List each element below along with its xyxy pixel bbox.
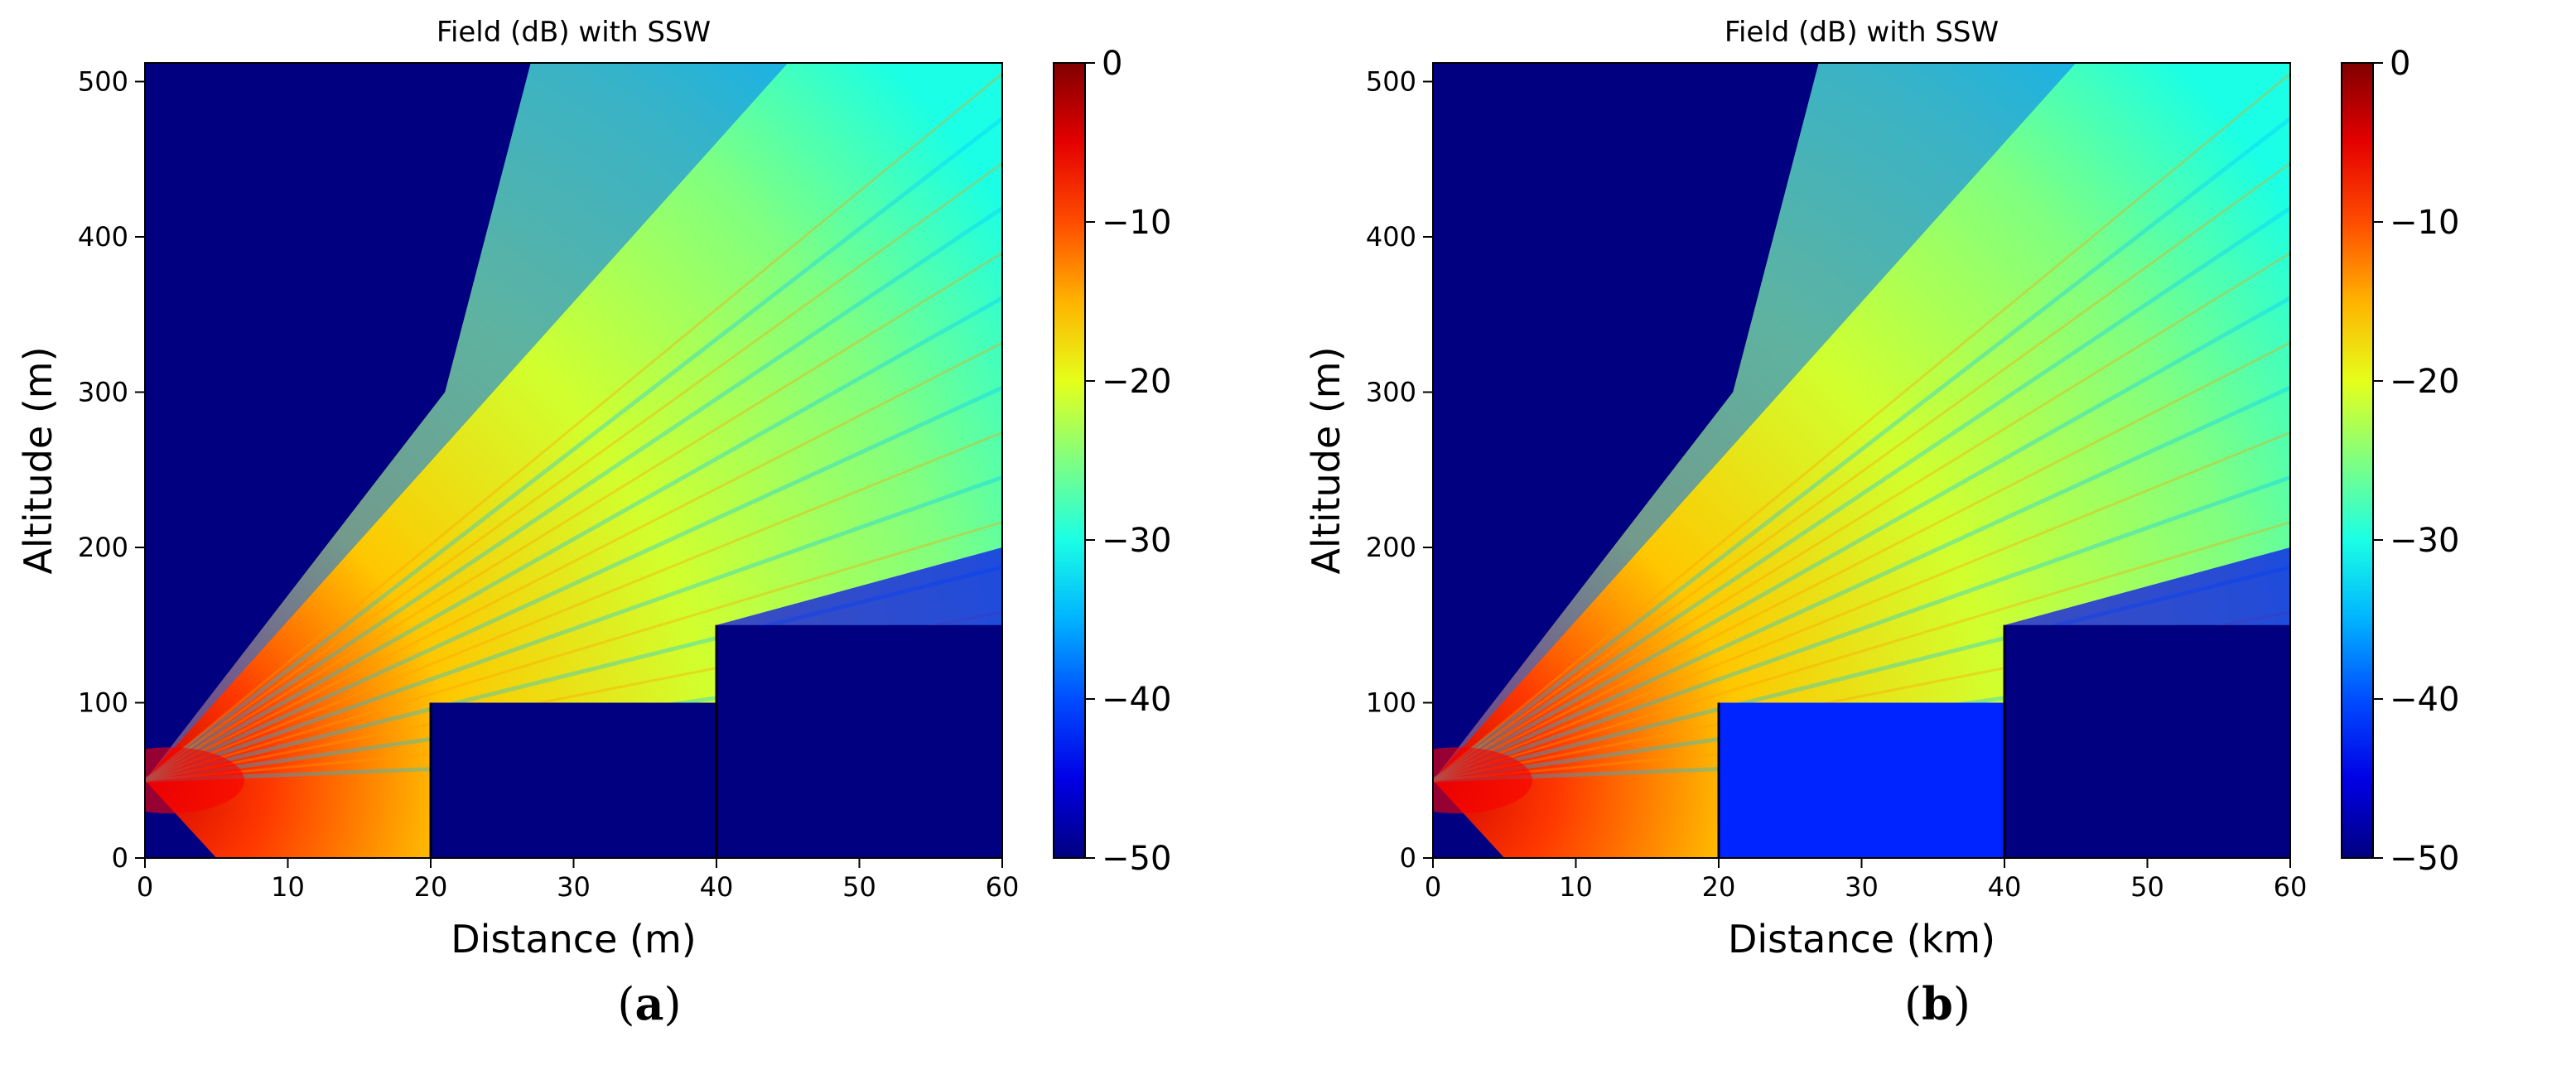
field-ray — [145, 431, 1002, 782]
obstacle-2-shadow — [716, 547, 1002, 625]
colorbar-tick-label: −10 — [2390, 204, 2459, 242]
chart-title: Field (dB) with SSW — [1725, 16, 1999, 49]
x-tick-label: 30 — [1845, 871, 1879, 903]
y-tick-label: 500 — [78, 66, 128, 98]
y-tick-label: 100 — [1366, 687, 1416, 719]
field-ray — [1433, 431, 2290, 782]
x-tick-label: 50 — [842, 871, 876, 903]
colorbar-tick-label: −20 — [2390, 363, 2459, 401]
obstacle-1-region — [1719, 702, 2004, 858]
x-tick-label: 60 — [986, 871, 1020, 903]
colorbar — [2341, 62, 2374, 859]
y-tick-label: 200 — [78, 532, 128, 563]
field-ray — [1433, 161, 2290, 782]
field-ray — [1433, 251, 2290, 782]
caption-a: (a) — [617, 977, 682, 1030]
field-ray — [145, 475, 1002, 783]
y-tick-label: 100 — [78, 687, 128, 719]
y-tick-label: 400 — [78, 221, 128, 253]
x-axis-label: Distance (km) — [1728, 917, 1995, 962]
field-ray — [1433, 385, 2290, 783]
x-tick-label: 40 — [700, 871, 734, 903]
field-ray — [145, 251, 1002, 782]
figure-panel-b: 0 10 20 30 40 50 60 0 100 200 300 400 500 Field (dB) … — [1288, 0, 2576, 1070]
field-beam-edge — [1433, 63, 2077, 781]
colorbar-tick-label: −10 — [1102, 204, 1171, 242]
x-tick-label: 20 — [414, 871, 448, 903]
x-tick-label: 0 — [137, 871, 153, 903]
x-tick-label: 40 — [1988, 871, 2022, 903]
colorbar-tick-label: −30 — [2390, 522, 2459, 560]
heatmap-chart-b: 0 10 20 30 40 50 60 0 100 200 300 400 500 Field (dB) … — [1304, 16, 2459, 962]
field-ray — [145, 72, 1002, 782]
colorbar-tick-label: −30 — [1102, 522, 1171, 560]
plot-area — [1433, 63, 2290, 858]
x-tick-label: 50 — [2130, 871, 2164, 903]
plot-area — [145, 63, 1002, 858]
x-tick-label: 10 — [1559, 871, 1593, 903]
field-illuminated-region — [1433, 63, 2290, 858]
heatmap-chart-a: 0 10 20 30 40 50 60 0 100 200 300 400 500 Field (dB) … — [16, 16, 1171, 962]
caption-b: (b) — [1904, 977, 1971, 1030]
field-ray — [145, 385, 1002, 783]
chart-title: Field (dB) with SSW — [437, 16, 711, 49]
x-axis-label: Distance (m) — [451, 917, 696, 962]
y-axis-label: Altitude (m) — [1304, 346, 1348, 574]
obstacle-1-region — [431, 702, 716, 858]
field-ray — [1433, 205, 2290, 783]
obstacle-2-region — [2004, 624, 2290, 858]
obstacle-2-shadow — [2004, 547, 2290, 625]
field-ray — [145, 295, 1002, 783]
field-ray — [145, 115, 1002, 783]
field-ray — [145, 161, 1002, 782]
field-ray — [1433, 475, 2290, 783]
figure-panel-a: 0 10 20 30 40 50 60 0 100 200 300 400 500 Field (dB) … — [16, 16, 1171, 1030]
x-tick-label: 10 — [271, 871, 305, 903]
field-ray — [1433, 520, 2290, 782]
colorbar — [1053, 62, 1086, 859]
field-ray — [145, 520, 1002, 782]
y-tick-label: 0 — [1400, 842, 1416, 874]
y-tick-label: 300 — [1366, 377, 1416, 408]
field-source-hotspot — [1433, 747, 1532, 814]
field-ray — [1433, 115, 2290, 783]
obstacle-2-region — [716, 624, 1002, 858]
colorbar-tick-label: 0 — [1102, 45, 1122, 83]
colorbar-tick-label: −40 — [1102, 681, 1171, 719]
field-illuminated-region — [145, 63, 1002, 858]
colorbar-tick-label: −40 — [2390, 681, 2459, 719]
field-ray — [145, 205, 1002, 783]
y-tick-label: 200 — [1366, 532, 1416, 563]
field-ray — [1433, 72, 2290, 782]
y-axis-label: Altitude (m) — [16, 346, 60, 574]
y-tick-label: 300 — [78, 377, 128, 408]
x-tick-label: 30 — [557, 871, 591, 903]
x-tick-label: 60 — [2274, 871, 2308, 903]
colorbar-tick-label: −50 — [2390, 840, 2459, 878]
x-tick-label: 0 — [1425, 871, 1441, 903]
colorbar-tick-label: 0 — [2390, 45, 2410, 83]
y-tick-label: 0 — [112, 842, 128, 874]
colorbar-tick-label: −20 — [1102, 363, 1171, 401]
y-tick-label: 500 — [1366, 66, 1416, 98]
field-ray — [1433, 295, 2290, 783]
field-ray — [145, 341, 1002, 782]
field-beam-edge — [145, 63, 789, 781]
x-tick-label: 20 — [1702, 871, 1736, 903]
field-ray — [1433, 341, 2290, 782]
y-tick-label: 400 — [1366, 221, 1416, 253]
colorbar-tick-label: −50 — [1102, 840, 1171, 878]
field-source-hotspot — [145, 747, 244, 814]
